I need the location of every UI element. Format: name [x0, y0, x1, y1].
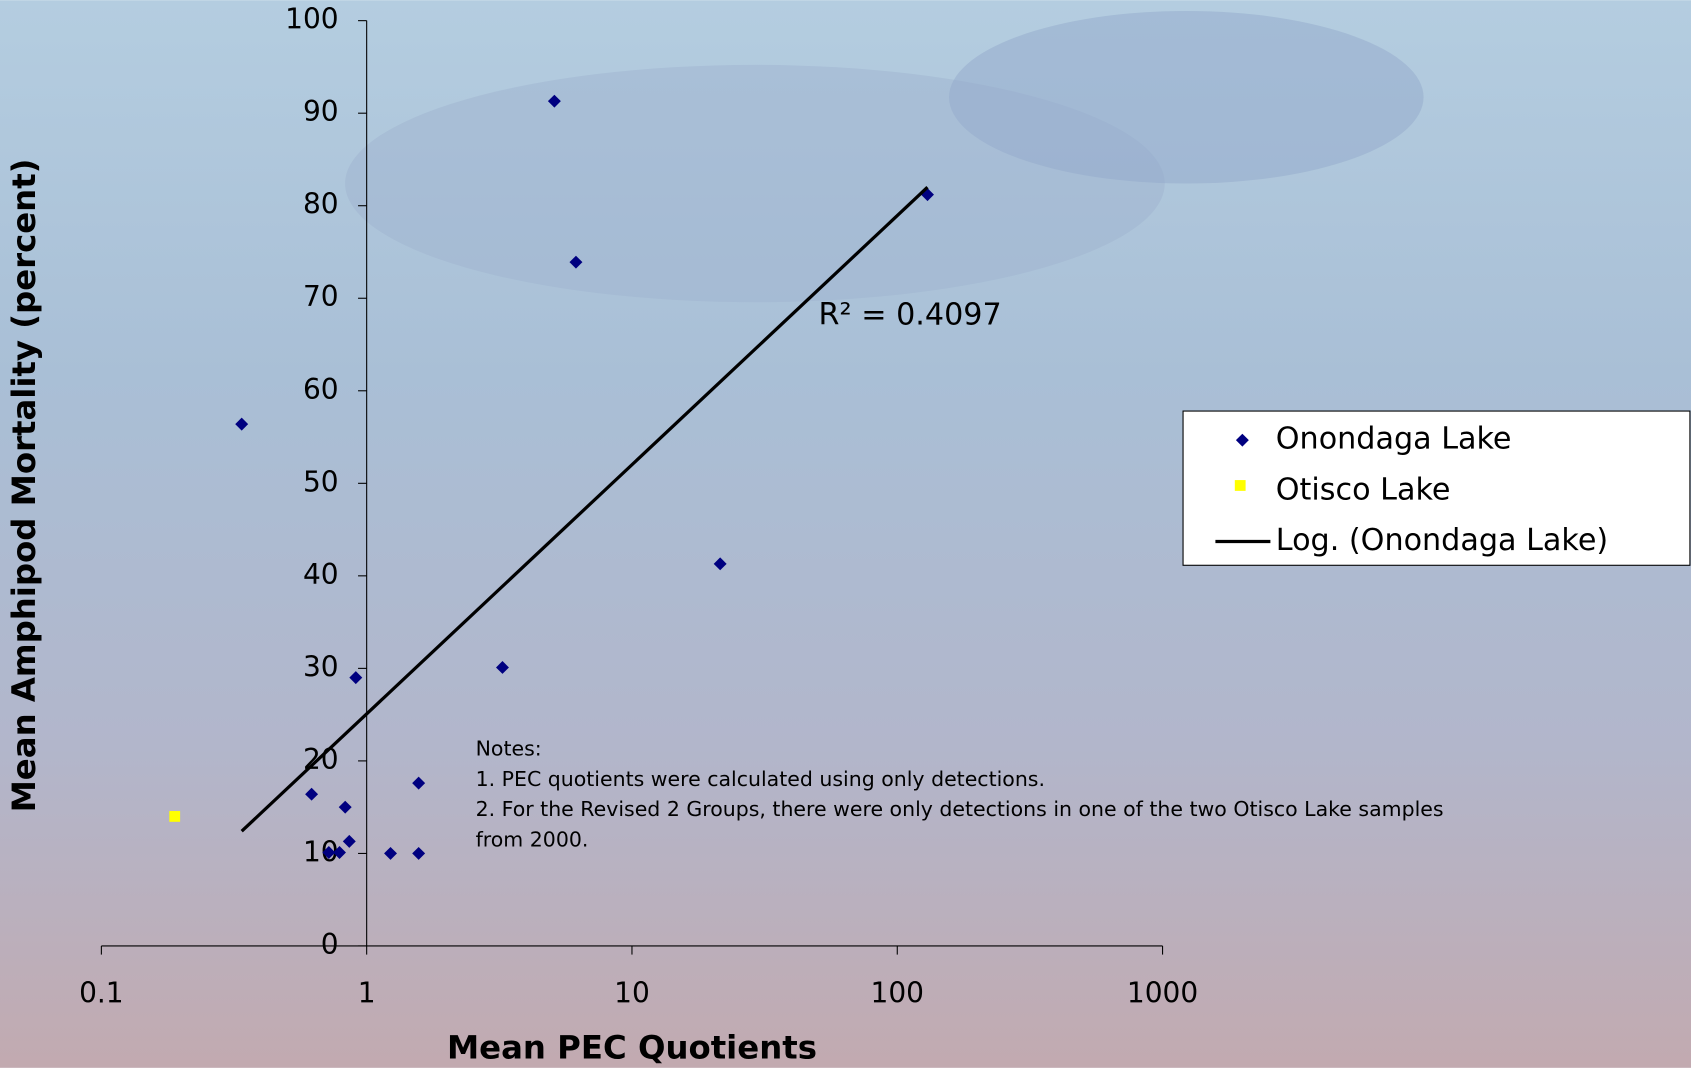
legend-label: Onondaga Lake — [1276, 422, 1512, 457]
y-tick-label: 80 — [303, 188, 339, 221]
chart: Mean PEC Quotients Mean Amphipod Mortali… — [0, 0, 1691, 1068]
note: 2. For the Revised 2 Groups, there were … — [476, 797, 1444, 821]
y-tick-label: 40 — [303, 558, 339, 591]
legend-label: Otisco Lake — [1276, 472, 1451, 507]
x-tick-label: 1000 — [1127, 976, 1198, 1009]
legend-label: Log. (Onondaga Lake) — [1276, 523, 1608, 558]
y-tick-label: 20 — [303, 743, 339, 776]
x-tick-label: 10 — [614, 976, 650, 1009]
legend-marker — [1235, 480, 1246, 491]
note: from 2000. — [476, 827, 589, 851]
y-tick-label: 50 — [303, 465, 339, 498]
note: 1. PEC quotients were calculated using o… — [476, 767, 1045, 791]
note: Notes: — [476, 737, 542, 761]
y-tick-label: 60 — [303, 373, 339, 406]
y-tick-label: 0 — [321, 928, 339, 961]
x-axis-title: Mean PEC Quotients — [447, 1028, 817, 1066]
y-tick-label: 30 — [303, 650, 339, 683]
y-tick-label: 70 — [303, 280, 339, 313]
y-tick-label: 100 — [285, 3, 338, 36]
annotation: R² = 0.4097 — [819, 298, 1002, 333]
x-tick-label: 0.1 — [79, 976, 124, 1009]
cloud — [949, 11, 1424, 184]
y-tick-label: 90 — [303, 95, 339, 128]
x-tick-label: 100 — [871, 976, 924, 1009]
data-point — [169, 811, 180, 822]
page: {"chart_data": {"type": "scatter", "x_la… — [0, 0, 1691, 1068]
y-axis-title: Mean Amphipod Mortality (percent) — [5, 159, 43, 813]
x-tick-label: 1 — [358, 976, 376, 1009]
